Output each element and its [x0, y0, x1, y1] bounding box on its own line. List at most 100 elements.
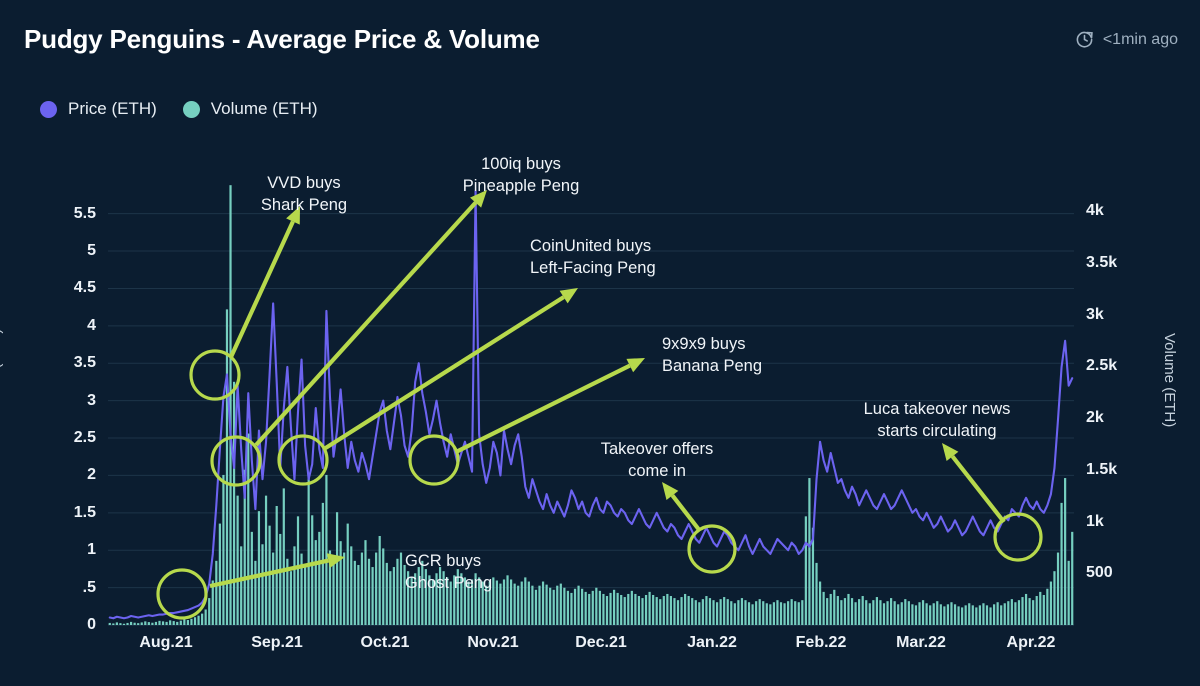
volume-bar — [787, 601, 790, 625]
volume-bar — [1056, 552, 1060, 625]
volume-bar — [605, 596, 609, 625]
volume-bar — [232, 381, 236, 625]
volume-bar — [751, 604, 754, 625]
volume-bar — [573, 588, 577, 625]
volume-bar — [367, 558, 371, 625]
y-axis-left-tick: 5.5 — [73, 204, 96, 222]
y-axis-left-title: Price (ETH) — [0, 328, 4, 407]
volume-bar — [996, 602, 999, 625]
volume-bar — [943, 606, 946, 625]
volume-bar — [964, 605, 967, 625]
y-axis-left-tick: 4.5 — [73, 279, 96, 297]
volume-bar — [918, 602, 921, 625]
annotation-line-1: GCR buys — [405, 552, 482, 570]
volume-bar — [858, 599, 861, 625]
volume-bar — [154, 621, 158, 625]
annotation-label-gcr: GCR buys Ghost Peng — [405, 551, 492, 595]
volume-bar — [197, 615, 200, 625]
volume-bar — [318, 531, 321, 625]
volume-bar — [300, 553, 303, 625]
volume-bar — [868, 603, 871, 625]
volume-bar — [499, 583, 502, 625]
volume-bar — [609, 592, 612, 625]
volume-bar — [708, 598, 712, 625]
annotation-circle — [277, 434, 329, 486]
annotation-circle — [687, 524, 737, 574]
volume-bar — [304, 564, 307, 625]
volume-bar — [371, 567, 374, 625]
x-axis-tick: Dec.21 — [575, 634, 627, 651]
volume-bar — [925, 603, 928, 625]
volume-bar — [882, 603, 886, 625]
x-axis-tick: Feb.22 — [795, 634, 847, 651]
volume-bar — [1067, 560, 1070, 625]
volume-bar — [783, 603, 786, 625]
volume-bar — [769, 604, 772, 625]
annotation-label-100iq: 100iq buys Pineapple Peng — [463, 154, 580, 198]
volume-bar — [755, 601, 758, 625]
y-axis-left-tick: 3.5 — [73, 354, 96, 372]
volume-bar — [676, 600, 680, 625]
volume-bar — [1060, 502, 1063, 625]
volume-bar — [1010, 599, 1013, 625]
legend-item-volume[interactable]: Volume (ETH) — [182, 99, 318, 119]
volume-bar — [911, 604, 914, 625]
volume-bar — [534, 589, 538, 625]
annotation-arrow-head — [626, 358, 645, 373]
volume-bar — [691, 598, 694, 625]
volume-bar — [762, 601, 765, 625]
volume-bar — [399, 552, 403, 625]
volume-bar — [357, 564, 360, 625]
volume-bar — [563, 587, 566, 625]
volume-bar — [321, 502, 324, 625]
volume-bar — [957, 606, 960, 625]
volume-bar — [630, 590, 633, 625]
volume-bar — [804, 516, 807, 625]
annotation-line-2: Shark Peng — [260, 195, 348, 214]
volume-bar — [236, 495, 239, 625]
legend-dot-icon — [40, 100, 57, 118]
volume-bar — [389, 571, 392, 625]
volume-bar — [907, 601, 910, 625]
volume-bar — [495, 580, 498, 625]
volume-bar — [129, 621, 133, 625]
volume-bar — [602, 593, 605, 625]
volume-bar — [936, 601, 939, 625]
volume-bar — [822, 591, 825, 625]
annotation-arrow-shaft — [229, 220, 295, 358]
volume-bar — [382, 548, 385, 625]
volume-bar — [875, 597, 878, 625]
volume-bar — [314, 540, 317, 625]
volume-bar — [527, 581, 530, 625]
volume-bar — [666, 593, 669, 625]
volume-bar — [261, 544, 264, 625]
legend-dot-icon — [182, 100, 200, 118]
volume-bar — [712, 600, 715, 625]
volume-bar — [1003, 603, 1006, 625]
volume-bar — [978, 605, 981, 625]
annotation-line-2: come in — [628, 461, 686, 480]
volume-bar — [1053, 571, 1056, 625]
y-axis-right-tick: 3k — [1086, 305, 1104, 323]
volume-bar — [144, 621, 147, 625]
volume-bar — [165, 621, 168, 625]
annotation-circle — [156, 568, 208, 620]
volume-bar — [1017, 600, 1021, 625]
volume-bar — [1042, 594, 1045, 625]
volume-bar — [325, 474, 328, 625]
volume-bar — [961, 607, 964, 625]
volume-bar — [275, 505, 278, 625]
y-axis-right-title: Volume (ETH) — [1161, 333, 1178, 428]
volume-bar — [968, 603, 971, 625]
annotation-label-takeover: Takeover offers come in — [601, 439, 714, 483]
volume-bar — [1028, 598, 1031, 625]
annotation-line-2: starts circulating — [877, 421, 997, 440]
volume-bar — [1000, 605, 1003, 625]
annotation-line-2: Pineapple Peng — [462, 176, 580, 195]
volume-bar — [375, 552, 378, 625]
annotation-circle — [210, 435, 262, 487]
legend-item-price[interactable]: Price (ETH) — [40, 99, 157, 119]
volume-bar — [730, 601, 733, 625]
annotation-arrow-head — [559, 288, 578, 304]
volume-bar — [904, 599, 907, 625]
